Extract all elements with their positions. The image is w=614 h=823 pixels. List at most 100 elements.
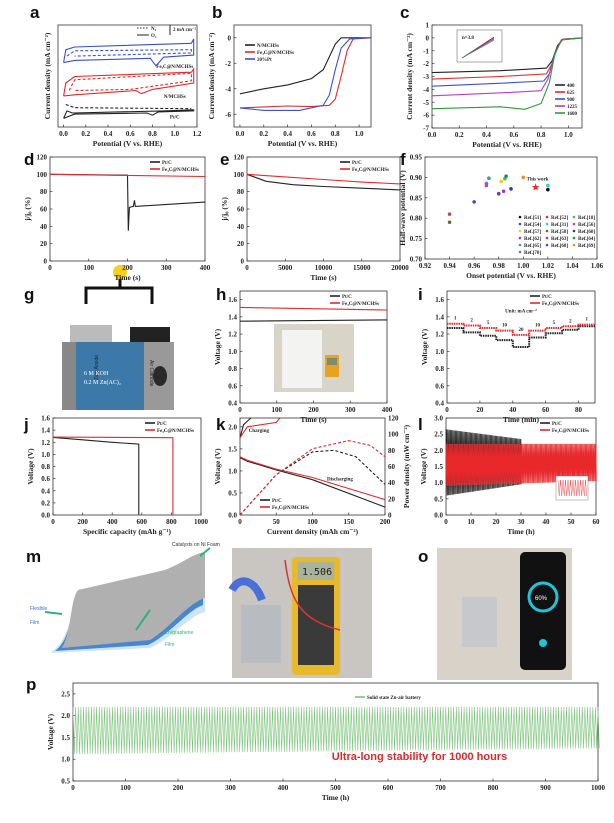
scatter-point [496,191,501,196]
legend-label: Pt/C [352,161,362,166]
x-tick-label: 50 [568,518,576,526]
legend-label: Ref.[56] [578,223,595,228]
legend-label: Ref.[60] [578,230,595,235]
y-tick-label: -5 [423,99,429,107]
x-tick-label: 80 [575,406,583,414]
y2-tick-label: 60 [388,463,396,471]
y2-tick-label: 40 [388,479,396,487]
legend-label: Ref.[65] [524,244,541,249]
series-line [68,72,192,92]
y-tick-label: 0.4 [228,400,237,408]
x-tick-label: 30 [518,518,526,526]
series-line [246,173,401,191]
x-tick-label: 400 [200,264,211,272]
x-tick-label: 800 [166,518,177,526]
series-line [239,37,372,109]
panel-letter-o: o [418,547,428,566]
zn-graphene-label: Zn/graphene [165,630,194,636]
x-tick-label: 40 [543,518,551,526]
scatter-point [533,185,538,190]
y-tick-label: 100 [37,171,48,179]
legend-label: Ref.[51] [524,216,541,221]
series-line [49,173,206,231]
flexible-label: Flexible [30,606,47,612]
legend-label: Fe₃C@N/MCHSs [552,429,589,434]
y2-axis-label: Power density (mW cm⁻²) [402,424,411,508]
x-tick-label: 600 [383,784,394,792]
x-tick-label: 200 [380,518,391,526]
scatter-point [499,179,503,184]
legend-label: Pt/C [157,422,167,427]
y-tick-label: 2.0 [61,712,70,720]
cycling-inset [555,475,589,501]
y-tick-label: 1.6 [228,296,237,304]
chart-p: 0 100 200 300 400 500 600 700 800 900 1000 0.5 1.0 1.… [46,682,606,802]
x-tick-label: 600 [137,518,148,526]
plot-frame [233,24,372,128]
legend-marker [518,222,522,226]
x-axis-label: Time (s) [114,273,141,282]
x-tick-label: 100 [272,406,283,414]
curve-label: Pt/C [170,115,180,120]
y-tick-label: 0.8 [41,463,50,471]
x-axis-label: Time (s) [310,273,337,282]
chart-c: 0.0 0.2 0.4 0.6 0.8 1.0 1 0 -1 -2 -3 -4 -5 -6 -7 Potent… [405,22,583,149]
legend-label: Ref.[31] [551,223,568,228]
x-tick-label: 1000 [194,518,209,526]
legend-marker [545,222,549,226]
scatter-point [501,189,506,194]
series-line [239,306,388,311]
x-tick-label: 20000 [391,264,409,272]
x-tick-label: 0.6 [509,131,518,139]
x-tick-label: 1.0 [170,130,179,138]
x-tick-label: 0 [51,518,55,526]
y2-tick-label: 20 [388,495,396,503]
catalyst-label: Catalysts on Ni Foam [172,542,220,548]
legend-label: Ref.[58] [551,230,568,235]
x-tick-label: 15000 [353,264,371,272]
x-tick-label: 300 [225,784,236,792]
panel-letter-j: j [23,415,29,434]
y-tick-label: 1.0 [435,348,444,356]
legend-label: Pt/C [342,295,352,300]
zn-graphene-film-label: Film [165,642,174,648]
series-line [431,37,583,110]
x-axis-label: Potential (V vs. RHE) [93,139,163,148]
y-tick-label: 0.6 [435,382,444,390]
legend-label: Fe₃C@N/MCHSs [162,168,199,173]
series-line [66,49,192,57]
x-tick-label: 1.04 [566,262,579,270]
legend-label: Ref.[54] [524,223,541,228]
y-tick-label: -4 [423,86,429,94]
y-tick-label: 1.0 [228,467,237,475]
scatter-point [504,174,508,178]
legend-label: O₂ [151,34,157,39]
legend-marker [545,229,549,233]
y-axis-label: Current density (mA cm⁻²) [207,32,216,119]
y-tick-label: 120 [234,154,245,162]
legend-label: Pt/C [162,161,172,166]
scatter-point [546,183,550,188]
chart-h: 0 100 200 300 400 0.4 0.6 0.8 1.0 1.2 1.4 1.6 Time (… [213,290,393,424]
x-axis-label: Potential (V vs. RHE) [472,140,542,149]
x-axis-label: Time (min) [503,415,539,424]
x-tick-label: 0 [445,406,449,414]
chart-k: 0 50 100 150 200 0.0 0.5 1.0 1.5 2.0 0 20 40 60 80 100 1… [213,415,411,537]
y-tick-label: 1.2 [435,331,444,339]
x-tick-label: 100 [307,518,318,526]
y2-tick-label: 120 [388,415,399,423]
x-tick-label: 0.0 [236,130,245,138]
series-line [63,67,195,97]
legend-label: 1225 [567,105,578,110]
legend-label: Pt/C [272,499,282,504]
x-tick-label: 0 [71,784,75,792]
scatter-point [484,181,489,186]
scatter-point [509,187,513,191]
x-tick-label: 1.0 [355,130,364,138]
plot-frame [424,156,598,260]
y-tick-label: 0 [241,258,245,266]
current-label: 20 [519,328,525,333]
y-tick-label: 20 [237,240,245,248]
legend-marker [518,243,522,247]
y-tick-label: 1.2 [228,331,237,339]
